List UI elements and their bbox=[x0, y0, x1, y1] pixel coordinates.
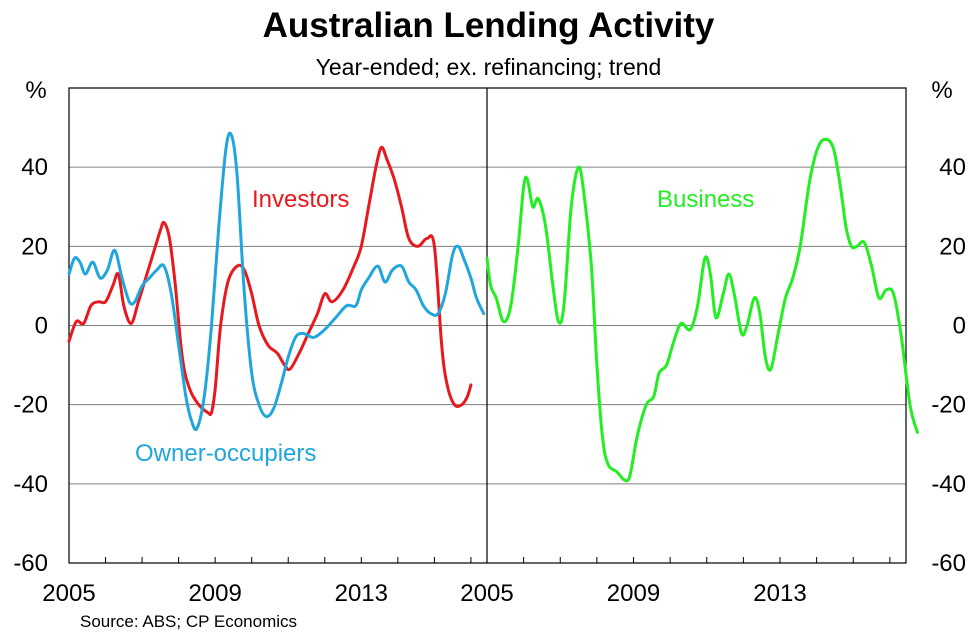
series-line-owner-occupiers bbox=[67, 131, 486, 432]
annotation-investors: Investors bbox=[252, 186, 349, 213]
x-tick-label: 2013 bbox=[335, 580, 388, 607]
series-line-business bbox=[485, 137, 919, 483]
y-tick-label-right: -20 bbox=[931, 392, 966, 419]
y-tick-label-right: 0 bbox=[953, 313, 966, 340]
right-unit-label: % bbox=[931, 77, 952, 104]
x-tick-label: 2013 bbox=[753, 580, 806, 607]
y-tick-label-left: -20 bbox=[13, 392, 48, 419]
y-tick-label-right: -60 bbox=[931, 550, 966, 577]
y-tick-label-left: 20 bbox=[21, 233, 48, 260]
y-tick-label-right: 20 bbox=[939, 233, 966, 260]
left-unit-label: % bbox=[25, 77, 46, 104]
y-tick-label-left: 40 bbox=[21, 154, 48, 181]
x-tick-label: 2009 bbox=[607, 580, 660, 607]
annotation-owner-occupiers: Owner-occupiers bbox=[135, 440, 316, 467]
series-line-investors bbox=[67, 145, 473, 417]
annotation-business: Business bbox=[657, 186, 754, 213]
x-tick-label: 2009 bbox=[188, 580, 241, 607]
source-note: Source: ABS; CP Economics bbox=[80, 612, 298, 631]
y-tick-label-left: -60 bbox=[13, 550, 48, 577]
y-tick-label-right: -40 bbox=[931, 471, 966, 498]
series-lines bbox=[67, 131, 919, 483]
x-tick-label: 2005 bbox=[460, 580, 513, 607]
y-tick-label-left: 0 bbox=[35, 313, 48, 340]
axis-ticks: -60 -60 -40 -40 -20 -20 0 0 20 20 40 40 2005 2009 2013… bbox=[13, 154, 966, 607]
y-tick-label-left: -40 bbox=[13, 471, 48, 498]
x-tick-label: 2005 bbox=[42, 580, 95, 607]
chart-subtitle: Year-ended; ex. refinancing; trend bbox=[315, 54, 662, 80]
chart-title: Australian Lending Activity bbox=[262, 6, 715, 45]
y-tick-label-right: 40 bbox=[939, 154, 966, 181]
